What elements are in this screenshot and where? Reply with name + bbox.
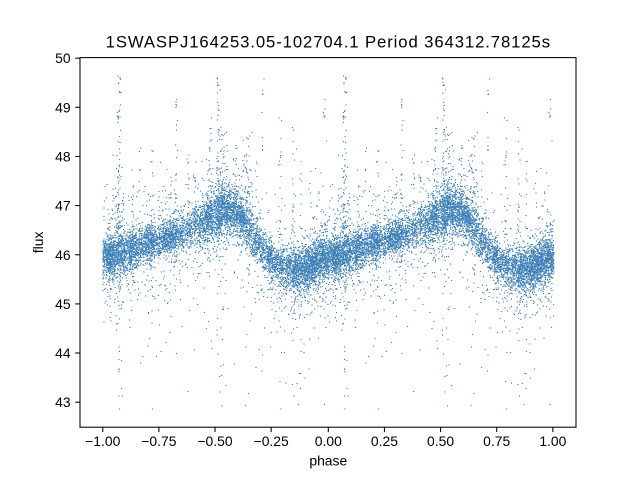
svg-text:−0.25: −0.25 (254, 433, 289, 449)
svg-text:1SWASPJ164253.05-102704.1 Peri: 1SWASPJ164253.05-102704.1 Period 364312.… (106, 32, 551, 51)
svg-text:43: 43 (55, 394, 71, 410)
svg-text:48: 48 (55, 149, 71, 165)
svg-text:46: 46 (55, 247, 71, 263)
svg-text:45: 45 (55, 296, 71, 312)
svg-text:0.50: 0.50 (427, 433, 454, 449)
svg-text:0.00: 0.00 (315, 433, 342, 449)
svg-text:49: 49 (55, 99, 71, 115)
svg-text:0.75: 0.75 (483, 433, 510, 449)
svg-text:−0.50: −0.50 (197, 433, 232, 449)
svg-text:1.00: 1.00 (539, 433, 566, 449)
svg-text:−1.00: −1.00 (85, 433, 120, 449)
svg-text:flux: flux (30, 232, 46, 254)
svg-text:0.25: 0.25 (371, 433, 398, 449)
svg-text:50: 50 (55, 50, 71, 66)
svg-text:−0.75: −0.75 (141, 433, 176, 449)
svg-text:44: 44 (55, 345, 71, 361)
svg-text:47: 47 (55, 198, 71, 214)
svg-text:phase: phase (309, 453, 347, 469)
